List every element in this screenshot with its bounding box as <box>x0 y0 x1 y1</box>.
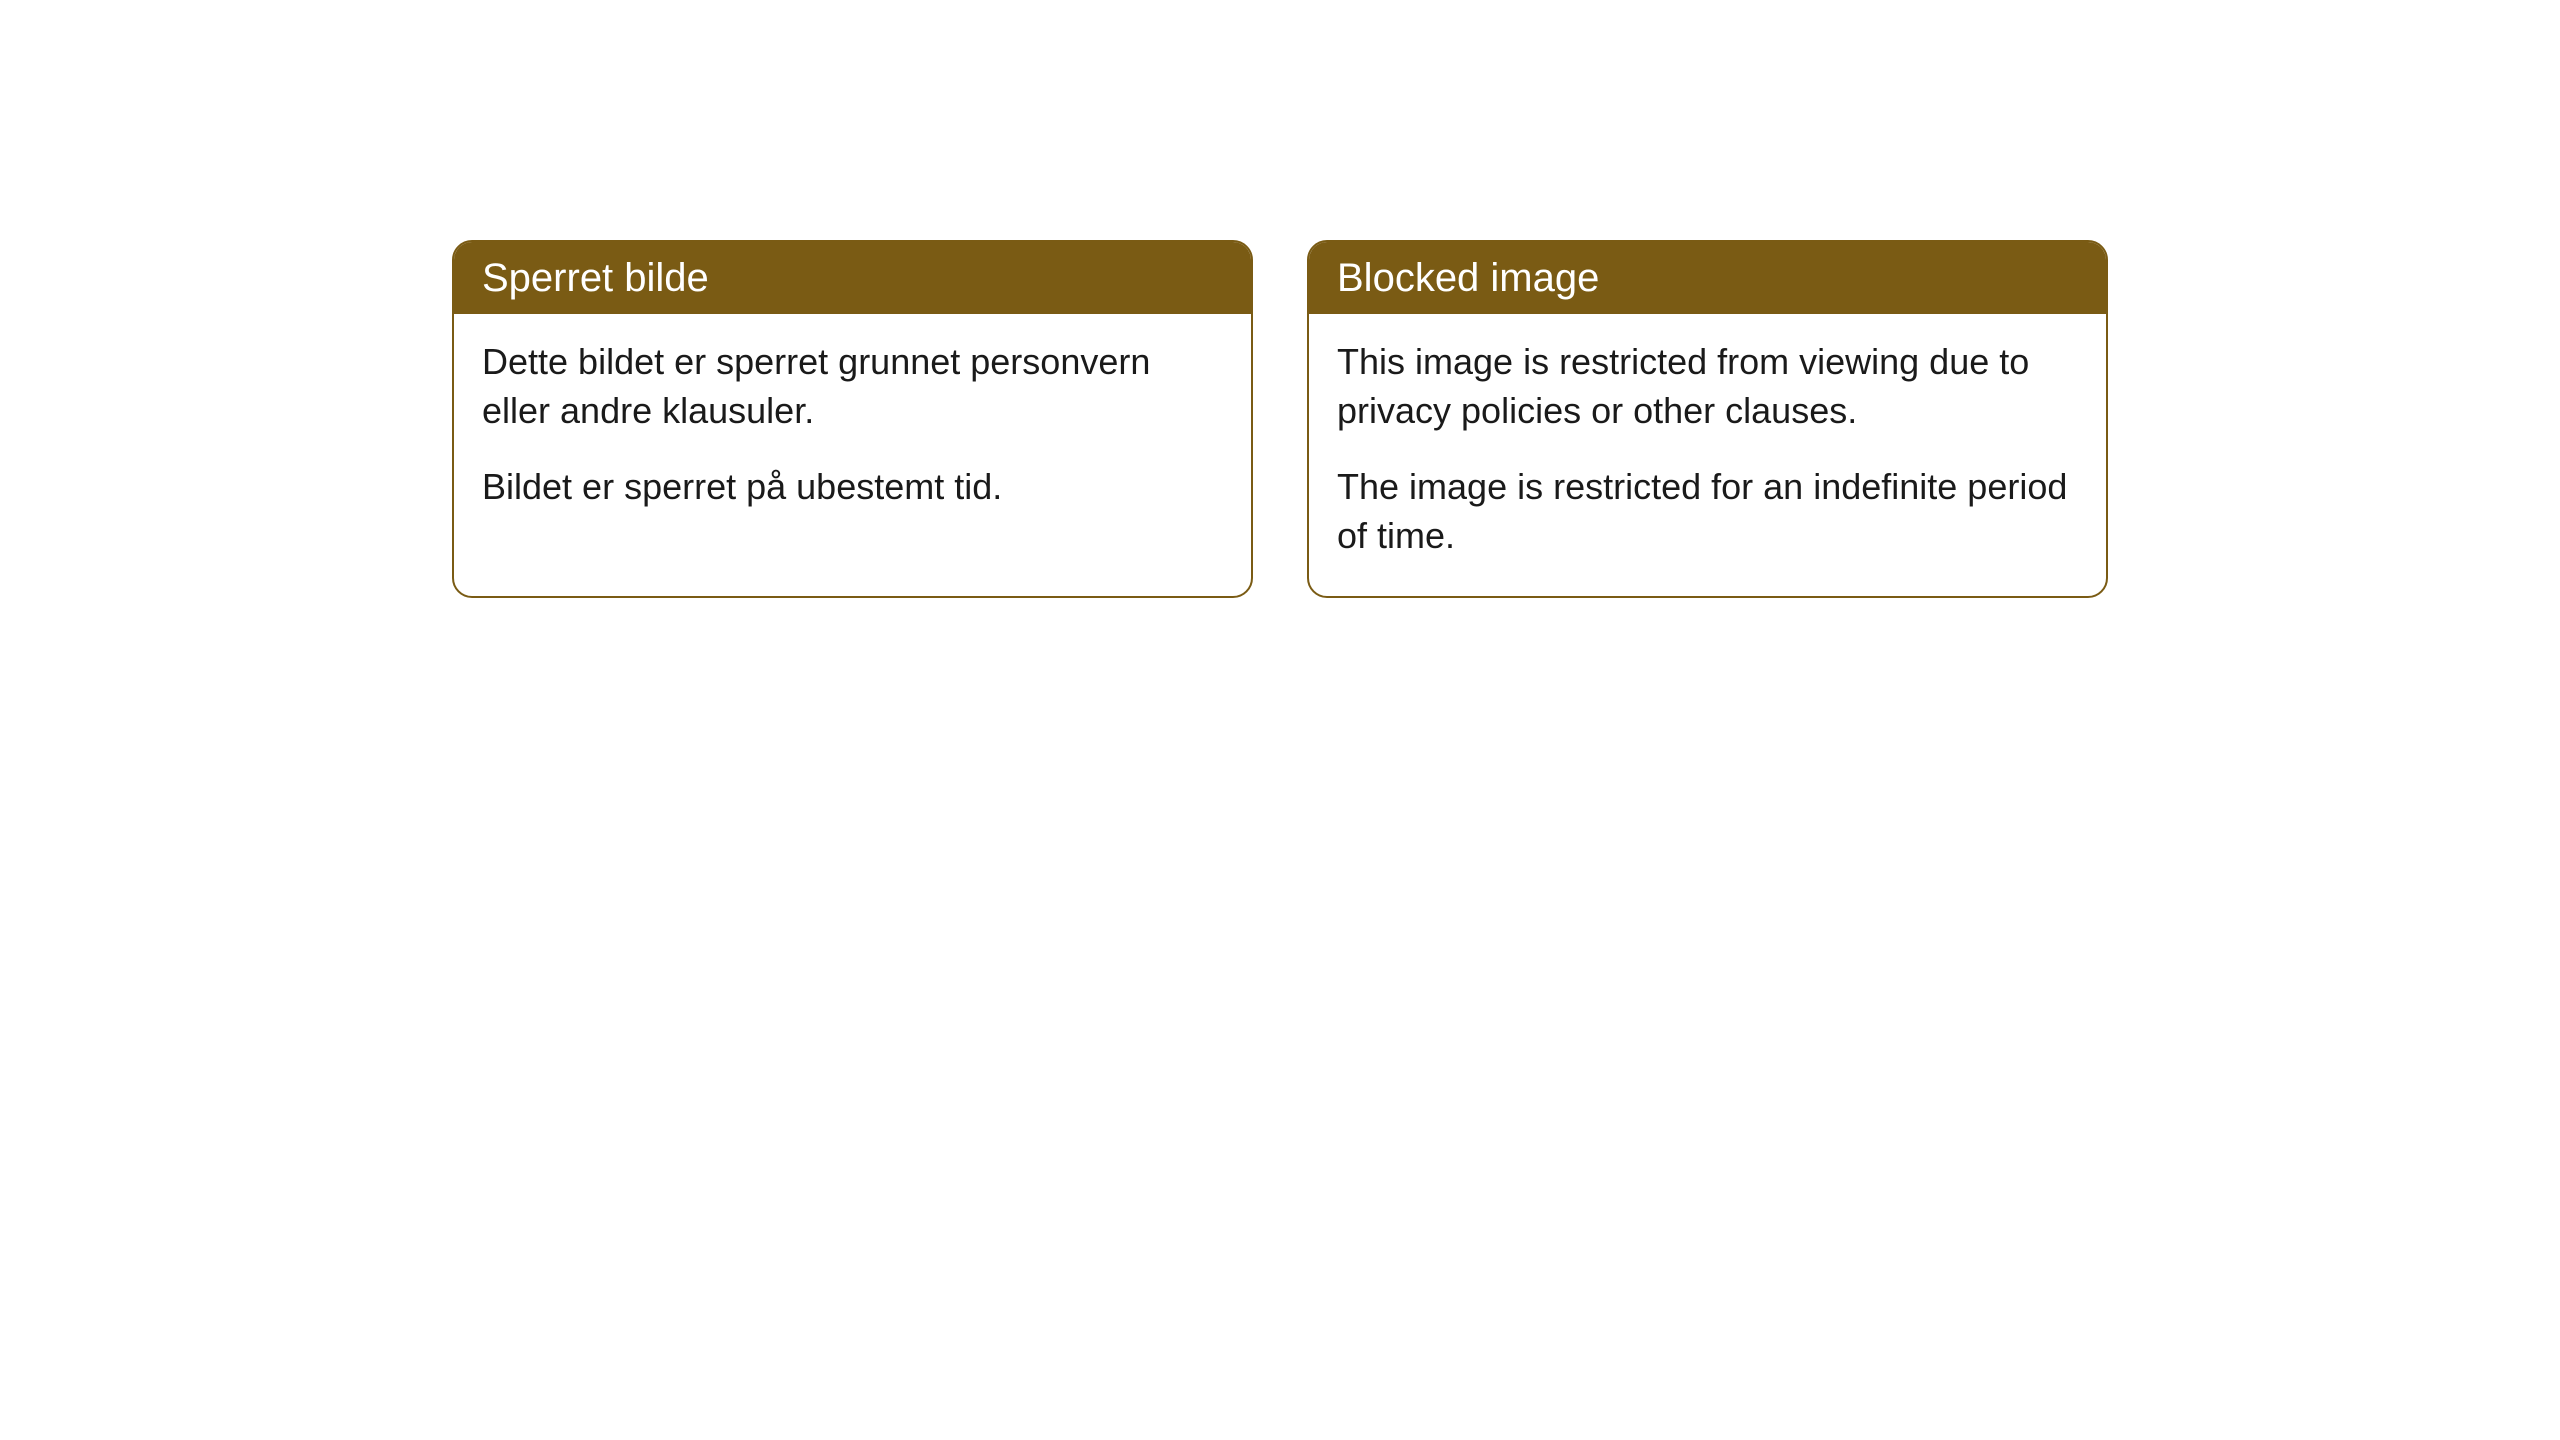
card-header-no: Sperret bilde <box>454 242 1251 314</box>
card-paragraph-no-1: Dette bildet er sperret grunnet personve… <box>482 338 1223 435</box>
card-paragraph-en-1: This image is restricted from viewing du… <box>1337 338 2078 435</box>
notice-container: Sperret bilde Dette bildet er sperret gr… <box>0 0 2560 598</box>
card-body-no: Dette bildet er sperret grunnet personve… <box>454 314 1251 548</box>
card-paragraph-no-2: Bildet er sperret på ubestemt tid. <box>482 463 1223 512</box>
blocked-image-card-no: Sperret bilde Dette bildet er sperret gr… <box>452 240 1253 598</box>
card-paragraph-en-2: The image is restricted for an indefinit… <box>1337 463 2078 560</box>
blocked-image-card-en: Blocked image This image is restricted f… <box>1307 240 2108 598</box>
card-header-en: Blocked image <box>1309 242 2106 314</box>
card-body-en: This image is restricted from viewing du… <box>1309 314 2106 596</box>
